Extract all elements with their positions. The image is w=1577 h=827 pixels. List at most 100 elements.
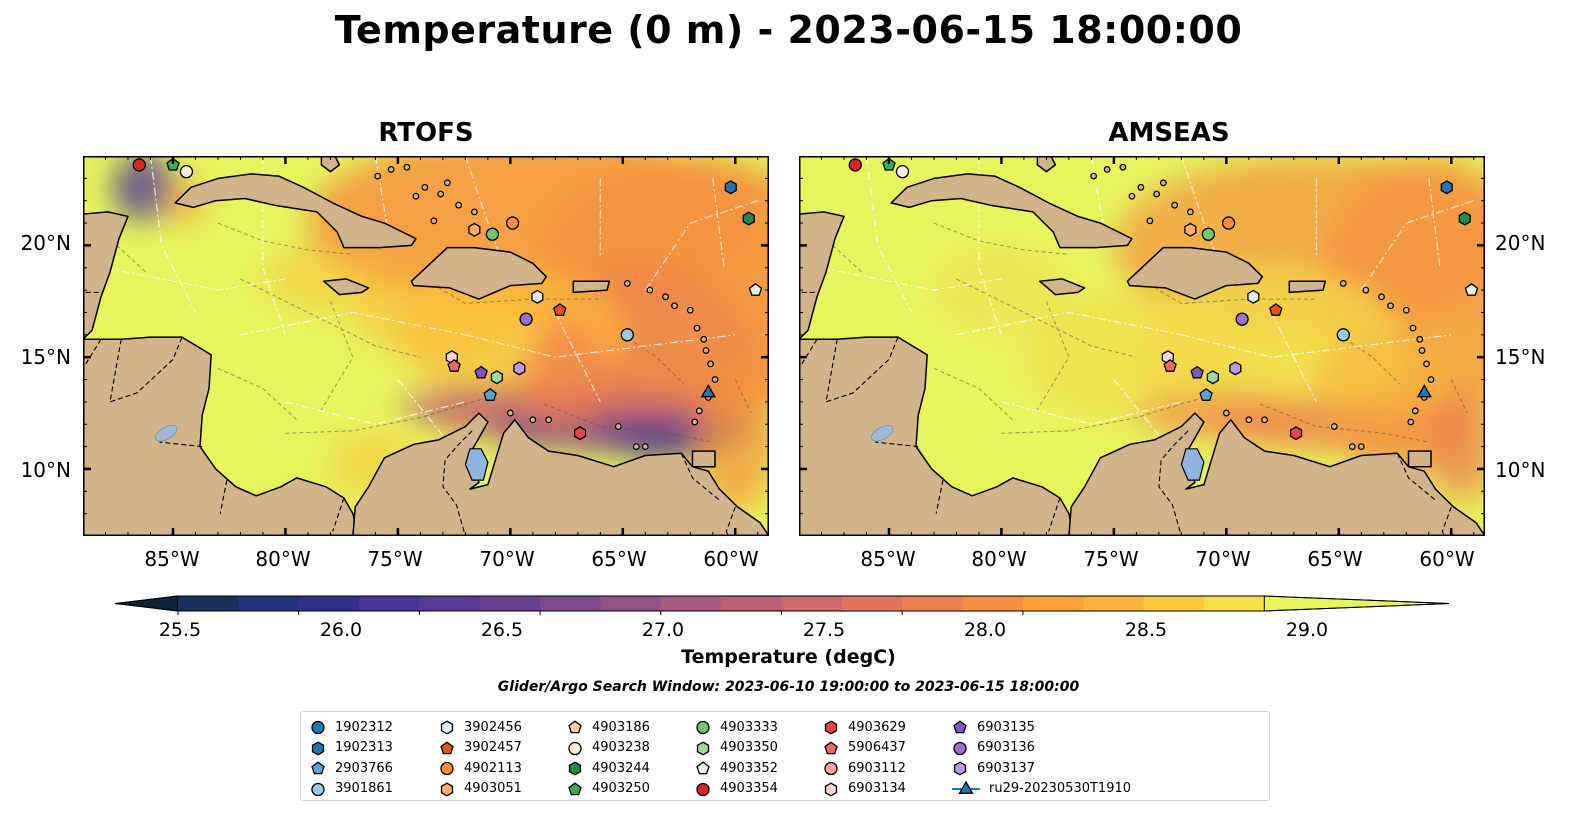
eez-boundary-line (821, 267, 1002, 291)
legend-marker-6903135 (953, 720, 967, 734)
legend-marker-icon (311, 741, 325, 756)
legend-marker-icon (311, 782, 325, 796)
legend-marker-icon (311, 721, 325, 735)
platform-marker-1902313 (1440, 180, 1453, 195)
colorbar-segment (479, 596, 541, 611)
legend-marker-icon (440, 741, 454, 755)
legend-label: 4903250 (592, 781, 650, 797)
platform-marker-4903629 (1289, 426, 1303, 441)
landmass (691, 450, 716, 468)
isobath-contour (420, 276, 601, 305)
island (1261, 416, 1268, 424)
platform-marker-6903137 (513, 361, 526, 376)
island (1387, 302, 1394, 310)
legend-marker-icon (953, 761, 967, 776)
temperature-anomaly-patch (521, 323, 612, 436)
legend-marker-icon (440, 782, 454, 797)
island (1411, 407, 1419, 415)
platform-marker-ru29-20230530T1910 (700, 384, 716, 398)
platform-marker-3902456 (1247, 289, 1260, 304)
platform-marker-2903766 (1199, 388, 1213, 401)
island (1362, 286, 1370, 294)
island (1357, 443, 1365, 450)
island (412, 192, 420, 200)
platform-marker-4902113 (1221, 216, 1236, 230)
island (702, 347, 710, 354)
x-tick-label: 85°W (144, 547, 200, 571)
island (711, 376, 719, 383)
legend-item: 4903238 (566, 738, 650, 759)
country-border (1441, 506, 1452, 536)
legend-column: 3902456 3902457 4902113 4903051 (438, 717, 522, 799)
landmass (320, 156, 341, 173)
platform-marker-5906437 (1163, 358, 1177, 372)
eez-boundary-line (149, 156, 196, 313)
x-tick-label: 75°W (1083, 547, 1139, 571)
temperature-anomaly-patch (1316, 334, 1452, 425)
legend-marker-6903136 (953, 741, 967, 755)
landmass (1288, 280, 1327, 294)
island (1137, 183, 1145, 191)
legend-item: 6903134 (822, 779, 906, 800)
legend-label: 1902313 (335, 740, 393, 756)
platform-marker-3902457 (1269, 303, 1283, 316)
platform-marker-4903350 (490, 370, 503, 385)
x-tick-label: 80°W (971, 547, 1027, 571)
legend-label: 1902312 (335, 719, 393, 735)
colorbar-tick-label: 26.5 (480, 619, 524, 641)
island (1103, 166, 1111, 173)
legend-marker-1902312 (311, 721, 325, 735)
eez-boundary-line (374, 156, 388, 224)
landmass (322, 278, 370, 296)
country-border (875, 441, 919, 448)
colorbar-segment (540, 596, 601, 611)
legend-label: 3901861 (335, 781, 393, 797)
legend-marker-icon (568, 720, 582, 734)
temperature-anomaly-patch (397, 386, 533, 427)
platform-marker-4903629 (573, 426, 587, 441)
legend-item: 1902313 (309, 738, 393, 759)
legend-label: 4903186 (592, 719, 650, 735)
legend-item: 4903333 (694, 717, 778, 738)
colorbar-tick-label: 28.0 (963, 619, 1007, 641)
colorbar-segment (962, 596, 1024, 611)
platform-marker-4903238 (895, 164, 910, 179)
legend-marker-4903629 (824, 720, 838, 735)
island (455, 201, 463, 209)
platform-marker-4903051 (468, 222, 481, 237)
platform-marker-2903766 (483, 388, 497, 401)
landmass (410, 246, 548, 300)
y-tick-label: 15°N (1495, 345, 1546, 369)
eez-boundary-line (240, 311, 466, 336)
island (1119, 163, 1127, 171)
panel-title-amseas: AMSEAS (1108, 118, 1230, 148)
platform-marker-4903244 (1458, 211, 1471, 226)
eez-boundary-line (397, 379, 444, 436)
legend-item: 6903112 (822, 758, 906, 779)
temperature-anomaly-patch (1428, 390, 1485, 503)
country-border (109, 336, 183, 403)
island (1171, 201, 1179, 209)
country-border (332, 497, 345, 532)
legend-label: 4903244 (592, 760, 650, 776)
landmass (1038, 278, 1086, 296)
lake-maracaibo (1180, 448, 1205, 481)
island (1407, 418, 1415, 426)
isobath-contour (933, 367, 1014, 421)
platform-marker-4903350 (1206, 370, 1219, 385)
island (1348, 443, 1356, 450)
panel-title-rtofs: RTOFS (378, 118, 474, 148)
colorbar-segment (419, 596, 481, 611)
colorbar-tick-label: 29.0 (1285, 619, 1329, 641)
y-tick-label: 20°N (20, 231, 71, 255)
legend-marker-icon (440, 720, 454, 735)
colorbar-tick-label: 27.5 (802, 619, 846, 641)
country-border (159, 441, 203, 448)
platform-marker-3902457 (553, 303, 567, 316)
island (374, 172, 382, 180)
isobath-contour (543, 403, 713, 443)
legend-marker-icon (311, 761, 325, 775)
island (1245, 416, 1253, 424)
eez-boundary-line (1181, 334, 1452, 358)
legend-item: 4903051 (438, 779, 522, 800)
